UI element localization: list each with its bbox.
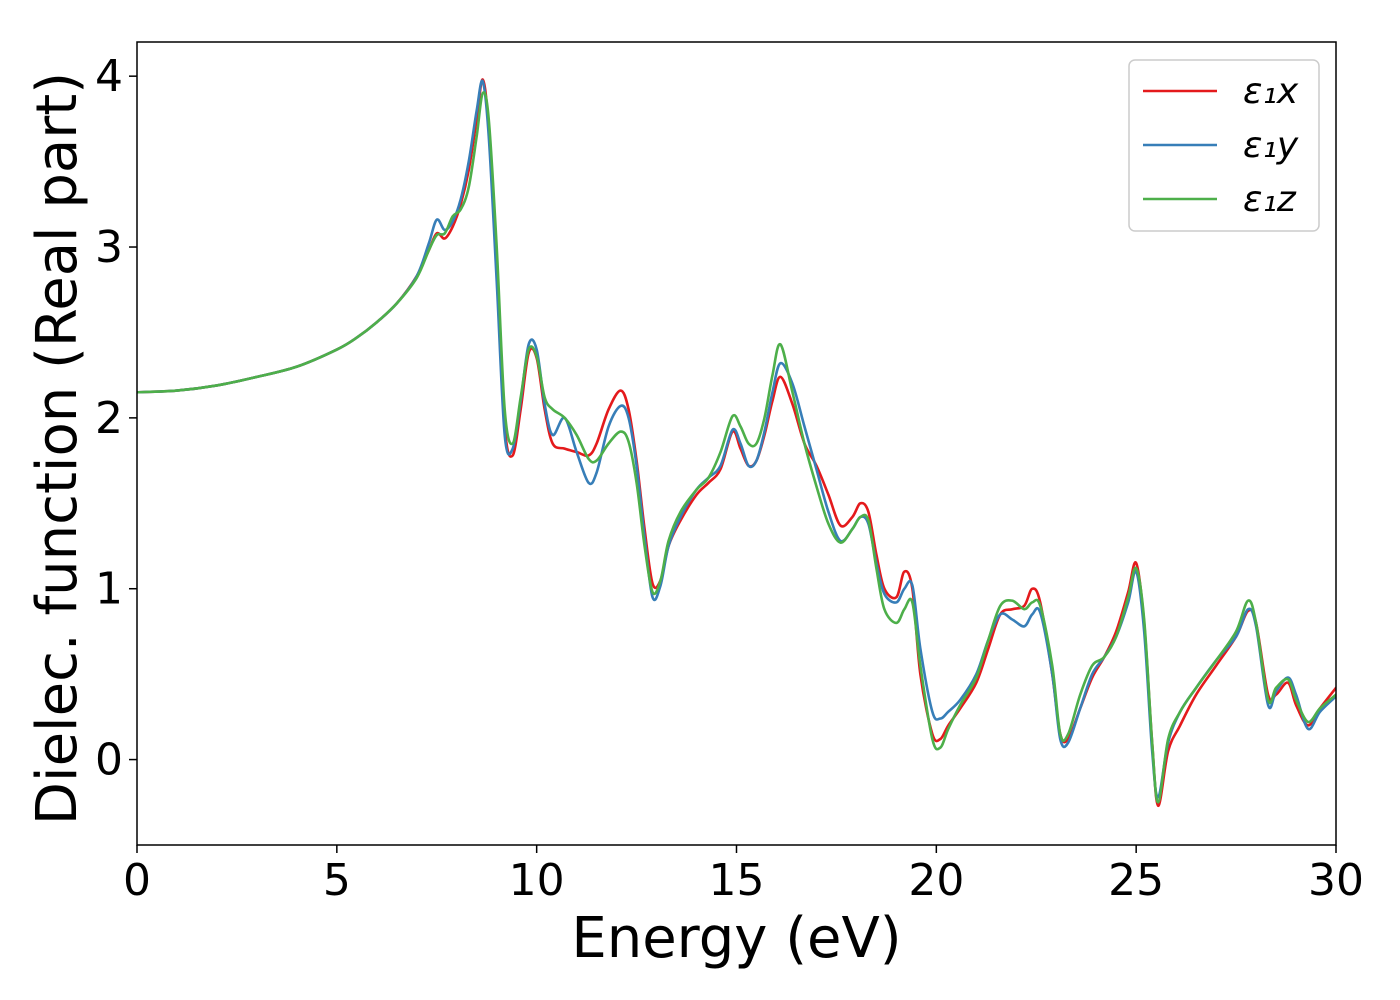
y-axis-title: Dielec. function (Real part) [25, 72, 90, 825]
x-tick-label: 15 [709, 855, 765, 906]
legend-label: ε₁x [1243, 71, 1299, 112]
y-tick-label: 4 [95, 51, 123, 102]
x-axis-title: Energy (eV) [571, 906, 901, 971]
x-tick-label: 10 [509, 855, 565, 906]
x-tick-label: 25 [1108, 855, 1164, 906]
x-tick-label: 0 [123, 855, 151, 906]
legend: ε₁x ε₁y ε₁z [1128, 59, 1320, 232]
y-axis: 0 1 2 3 4 [95, 51, 137, 786]
plot-lines [137, 78, 1336, 808]
y-tick-label: 1 [95, 564, 123, 615]
x-axis: 0 5 10 15 20 25 30 [123, 845, 1364, 906]
y-tick-label: 2 [95, 393, 123, 444]
legend-label: ε₁z [1243, 179, 1297, 220]
x-tick-label: 20 [908, 855, 964, 906]
y-tick-label: 3 [95, 222, 123, 273]
legend-label: ε₁y [1243, 125, 1299, 166]
series-line-3 [137, 91, 1336, 804]
x-tick-label: 5 [323, 855, 351, 906]
legend-box [1128, 59, 1320, 232]
x-tick-label: 30 [1308, 855, 1364, 906]
y-tick-label: 0 [95, 735, 123, 786]
